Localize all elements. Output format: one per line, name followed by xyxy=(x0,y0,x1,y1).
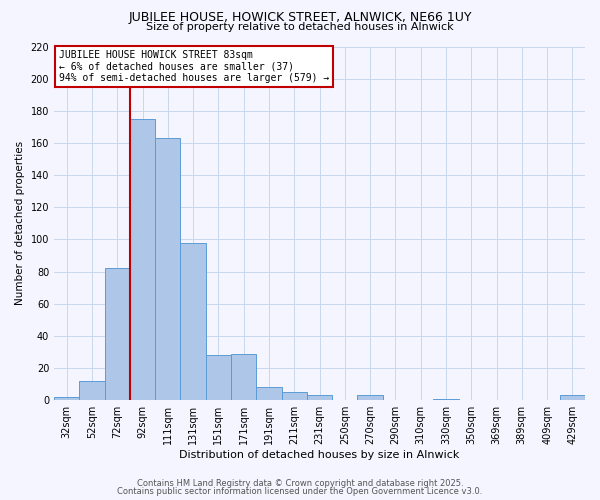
Text: JUBILEE HOUSE HOWICK STREET 83sqm
← 6% of detached houses are smaller (37)
94% o: JUBILEE HOUSE HOWICK STREET 83sqm ← 6% o… xyxy=(59,50,329,83)
Bar xyxy=(206,355,231,400)
Bar xyxy=(130,119,155,400)
Bar xyxy=(433,398,458,400)
Y-axis label: Number of detached properties: Number of detached properties xyxy=(15,142,25,306)
Text: Contains public sector information licensed under the Open Government Licence v3: Contains public sector information licen… xyxy=(118,487,482,496)
Bar xyxy=(281,392,307,400)
Bar xyxy=(256,388,281,400)
Text: Contains HM Land Registry data © Crown copyright and database right 2025.: Contains HM Land Registry data © Crown c… xyxy=(137,478,463,488)
Bar xyxy=(358,396,383,400)
Text: Size of property relative to detached houses in Alnwick: Size of property relative to detached ho… xyxy=(146,22,454,32)
Bar xyxy=(231,354,256,400)
Bar xyxy=(54,397,79,400)
Bar xyxy=(155,138,181,400)
Text: JUBILEE HOUSE, HOWICK STREET, ALNWICK, NE66 1UY: JUBILEE HOUSE, HOWICK STREET, ALNWICK, N… xyxy=(128,11,472,24)
Bar xyxy=(307,396,332,400)
Bar xyxy=(560,396,585,400)
Bar xyxy=(79,381,104,400)
X-axis label: Distribution of detached houses by size in Alnwick: Distribution of detached houses by size … xyxy=(179,450,460,460)
Bar xyxy=(181,242,206,400)
Bar xyxy=(104,268,130,400)
